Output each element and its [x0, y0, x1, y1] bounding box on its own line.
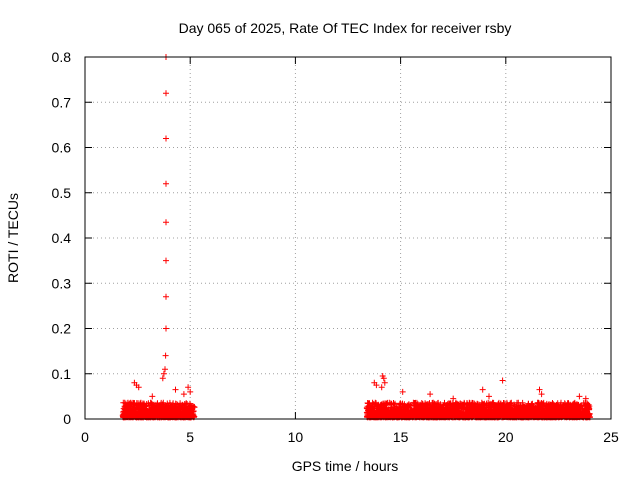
roti-point	[373, 382, 380, 389]
roti-point	[149, 393, 156, 400]
grid	[85, 57, 611, 419]
roti-point	[162, 366, 168, 373]
x-tick-label: 25	[603, 429, 619, 445]
roti-point	[381, 379, 388, 386]
roti-point	[538, 391, 545, 398]
roti-point	[163, 90, 169, 97]
roti-point	[586, 403, 593, 410]
roti-point	[378, 384, 385, 391]
axis-ticks: 0 0.1 0.2 0.3 0.4 0.5 0.6 0.7 0.8 0 5 10 15 20 25	[52, 49, 619, 445]
x-tick-label: 20	[498, 429, 514, 445]
roti-point	[163, 325, 169, 332]
roti-point	[180, 391, 187, 398]
x-tick-label: 15	[393, 429, 409, 445]
roti-point	[191, 404, 198, 411]
roti-point	[486, 393, 492, 400]
roti-point	[159, 375, 166, 382]
roti-point	[183, 400, 190, 407]
roti-point	[172, 386, 179, 393]
chart-title: Day 065 of 2025, Rate Of TEC Index for r…	[179, 20, 512, 36]
roti-point	[163, 135, 169, 142]
y-tick-label: 0.6	[52, 140, 72, 156]
roti-point	[582, 395, 589, 402]
x-tick-label: 5	[186, 429, 194, 445]
y-tick-label: 0.2	[52, 321, 72, 337]
x-tick-label: 0	[81, 429, 89, 445]
roti-point	[380, 375, 387, 382]
plot-frame	[84, 56, 612, 420]
roti-point	[479, 386, 486, 393]
roti-point	[427, 391, 434, 398]
x-tick-label: 10	[288, 429, 304, 445]
roti-point	[576, 393, 583, 400]
roti-point	[163, 219, 169, 226]
y-tick-label: 0.1	[52, 366, 72, 382]
roti-point	[160, 370, 167, 377]
y-tick-label: 0.8	[52, 49, 72, 65]
y-tick-label: 0.4	[52, 230, 72, 246]
y-tick-label: 0.5	[52, 185, 72, 201]
roti-point	[163, 180, 169, 187]
x-axis-label: GPS time / hours	[292, 458, 399, 474]
roti-point	[536, 386, 543, 393]
roti-point	[135, 384, 142, 391]
y-axis-label: ROTI / TECUs	[5, 193, 21, 283]
y-tick-label: 0.7	[52, 94, 72, 110]
roti-point	[187, 388, 194, 395]
roti-points	[119, 54, 593, 421]
roti-point	[185, 384, 192, 391]
y-tick-label: 0.3	[52, 275, 72, 291]
roti-point	[163, 293, 169, 300]
roti-point	[163, 257, 169, 264]
y-tick-label: 0	[63, 411, 71, 427]
roti-point	[450, 395, 457, 402]
roti-point	[162, 352, 169, 359]
roti-point	[399, 388, 406, 395]
roti-point	[499, 377, 506, 384]
